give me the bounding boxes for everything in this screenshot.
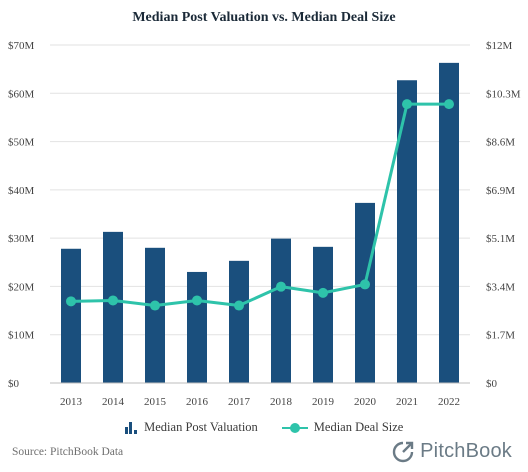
chart-title: Median Post Valuation vs. Median Deal Si… xyxy=(132,10,396,25)
deal-size-point-2019[interactable] xyxy=(318,287,328,298)
bar-2018[interactable] xyxy=(271,238,291,383)
y-left-tick-label: $30M xyxy=(8,233,35,245)
deal-size-line xyxy=(70,102,449,308)
logo-text: PitchBook xyxy=(420,440,512,462)
legend-item-line[interactable]: Median Deal Size xyxy=(281,420,404,435)
y-left-tick-label: $20M xyxy=(8,281,35,293)
y-right-tick-label: $3.4M xyxy=(486,281,515,293)
deal-size-point-2017[interactable] xyxy=(234,300,244,311)
pitchbook-logo-icon xyxy=(392,441,414,462)
y-left-tick-label: $40M xyxy=(8,185,35,197)
y-left-tick-label: $0 xyxy=(8,378,20,390)
x-tick-label: 2017 xyxy=(228,396,251,408)
x-tick-label: 2015 xyxy=(144,396,167,408)
bar-2019[interactable] xyxy=(313,246,333,383)
y-right-tick-label: $10.3M xyxy=(486,88,521,100)
x-tick-label: 2018 xyxy=(270,396,293,408)
bar-2021[interactable] xyxy=(397,80,417,384)
y-left-tick-label: $10M xyxy=(8,330,35,342)
bar-2020[interactable] xyxy=(355,202,375,383)
pitchbook-logo: PitchBook xyxy=(392,440,512,463)
line-marker-icon xyxy=(281,422,308,434)
y-right-tick-label: $5.1M xyxy=(486,233,515,245)
deal-size-point-2020[interactable] xyxy=(360,279,370,290)
x-tick-label: 2020 xyxy=(354,396,377,408)
y-left-tick-label: $50M xyxy=(8,137,35,149)
source-note: Source: PitchBook Data xyxy=(12,446,124,458)
bar-2022[interactable] xyxy=(439,62,459,383)
y-right-tick-label: $6.9M xyxy=(486,185,515,197)
y-right-tick-label: $12M xyxy=(486,40,513,52)
deal-size-point-2015[interactable] xyxy=(150,300,160,311)
x-tick-label: 2019 xyxy=(312,396,335,408)
bar-2015[interactable] xyxy=(145,247,165,383)
bar-2014[interactable] xyxy=(103,231,123,383)
deal-size-point-2016[interactable] xyxy=(192,295,202,306)
x-tick-label: 2021 xyxy=(396,396,418,408)
bar-2016[interactable] xyxy=(187,271,207,383)
bar-2013[interactable] xyxy=(61,248,81,383)
axis-layer: $0 $10M $20M $30M $40M $50M $60M $70M $0 $1.7M $3.… xyxy=(8,40,521,408)
legend: Median Post Valuation Median Deal Size xyxy=(0,420,528,435)
y-left-tick-label: $70M xyxy=(8,40,35,52)
deal-size-point-2014[interactable] xyxy=(108,295,118,306)
deal-size-point-2021[interactable] xyxy=(402,99,412,110)
x-tick-label: 2022 xyxy=(438,396,460,408)
bars-layer xyxy=(61,62,459,384)
deal-size-point-2018[interactable] xyxy=(276,281,286,292)
deal-size-point-2022[interactable] xyxy=(444,99,454,110)
x-tick-label: 2013 xyxy=(60,396,83,408)
x-tick-label: 2016 xyxy=(186,396,209,408)
y-right-tick-label: $8.6M xyxy=(486,137,515,149)
x-tick-label: 2014 xyxy=(102,396,125,408)
legend-label-line: Median Deal Size xyxy=(313,420,404,434)
line-layer xyxy=(66,99,454,311)
bar-chart-icon xyxy=(124,421,139,434)
legend-item-bar[interactable]: Median Post Valuation xyxy=(124,420,258,435)
legend-label-bar: Median Post Valuation xyxy=(144,420,258,434)
deal-size-point-2013[interactable] xyxy=(66,296,76,307)
y-left-tick-label: $60M xyxy=(8,88,35,100)
y-right-tick-label: $0 xyxy=(486,378,498,390)
y-right-tick-label: $1.7M xyxy=(486,330,515,342)
bar-2017[interactable] xyxy=(229,260,249,383)
